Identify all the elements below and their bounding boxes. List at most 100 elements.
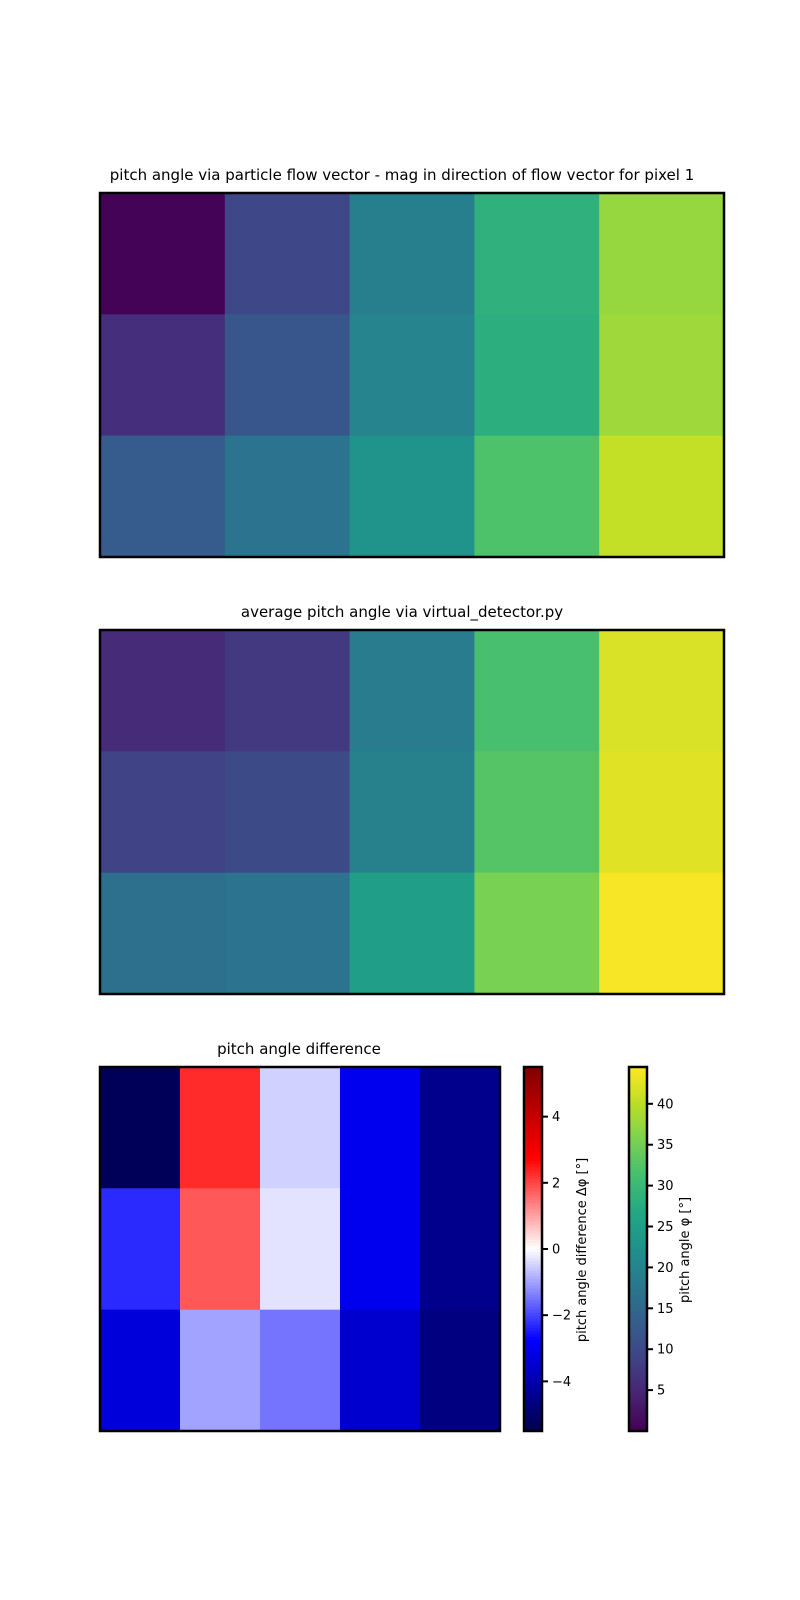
heatmap-bottom-cell-r0-c3 bbox=[340, 1067, 421, 1189]
colorbar-pitch-band bbox=[629, 1340, 647, 1344]
colorbar-pitch-band bbox=[629, 1139, 647, 1144]
colorbar-pitch-band bbox=[629, 1088, 647, 1092]
colorbar-pitch-band bbox=[629, 1142, 647, 1147]
colorbar-difference-band bbox=[524, 1424, 542, 1429]
colorbar-difference-band bbox=[524, 1400, 542, 1405]
heatmap-top-cell-r2-c1 bbox=[224, 435, 351, 558]
heatmap-bottom-cell-r0-c2 bbox=[260, 1067, 341, 1189]
colorbar-pitch-band bbox=[629, 1170, 647, 1174]
colorbar-difference-band bbox=[524, 1233, 542, 1238]
colorbar-pitch-band bbox=[629, 1079, 647, 1083]
colorbar-pitch-band bbox=[629, 1358, 647, 1362]
heatmap-top-cell-r0-c4 bbox=[599, 193, 725, 315]
colorbar-pitch-band bbox=[629, 1130, 647, 1135]
heatmap-middle-cell-r1-c3 bbox=[474, 751, 600, 874]
colorbar-difference-band bbox=[524, 1167, 542, 1171]
colorbar-pitch-band bbox=[629, 1115, 647, 1120]
colorbar-difference-band bbox=[524, 1070, 542, 1074]
colorbar-pitch-tick-label: 30 bbox=[657, 1179, 674, 1194]
colorbar-difference-band bbox=[524, 1388, 542, 1393]
colorbar-pitch-band bbox=[629, 1091, 647, 1095]
colorbar-difference-band bbox=[524, 1067, 542, 1071]
heatmap-bottom-cell-r0-c1 bbox=[180, 1067, 261, 1189]
colorbar-pitch-band bbox=[629, 1382, 647, 1386]
colorbar-pitch-band bbox=[629, 1370, 647, 1374]
colorbar-pitch-band bbox=[629, 1376, 647, 1380]
colorbar-difference-tick-label: 2 bbox=[552, 1176, 560, 1191]
colorbar-difference-tick-label: −2 bbox=[552, 1309, 571, 1324]
colorbar-pitch-band bbox=[629, 1209, 647, 1214]
colorbar-pitch-band bbox=[629, 1349, 647, 1353]
colorbar-difference-band bbox=[524, 1312, 542, 1317]
colorbar-difference-band bbox=[524, 1261, 542, 1265]
colorbar-pitch-band bbox=[629, 1179, 647, 1183]
colorbar-difference-band bbox=[524, 1121, 542, 1126]
colorbar-pitch-band bbox=[629, 1273, 647, 1277]
colorbar-difference-band bbox=[524, 1373, 542, 1377]
colorbar-difference-band bbox=[524, 1418, 542, 1423]
colorbar-difference-band bbox=[524, 1158, 542, 1162]
colorbar-difference-band bbox=[524, 1394, 542, 1399]
heatmap-bottom-cell-r0-c0 bbox=[100, 1067, 181, 1189]
colorbar-pitch-band bbox=[629, 1258, 647, 1262]
colorbar-pitch-band bbox=[629, 1321, 647, 1326]
heatmap-middle-cell-r0-c1 bbox=[224, 630, 351, 752]
colorbar-pitch-tick-label: 25 bbox=[657, 1220, 674, 1235]
colorbar-difference-tick-label: 0 bbox=[552, 1243, 560, 1258]
colorbar-difference-band bbox=[524, 1103, 542, 1107]
colorbar-difference-band bbox=[524, 1154, 542, 1159]
colorbar-difference-band bbox=[524, 1242, 542, 1247]
colorbar-pitch-tick-label: 40 bbox=[657, 1097, 674, 1112]
colorbar-difference-band bbox=[524, 1273, 542, 1277]
colorbar-difference-band bbox=[524, 1255, 542, 1259]
colorbar-pitch-band bbox=[629, 1267, 647, 1271]
colorbar-pitch-band bbox=[629, 1355, 647, 1359]
colorbar-pitch-band bbox=[629, 1255, 647, 1259]
heatmap-middle-cell-r0-c2 bbox=[349, 630, 475, 752]
colorbar-pitch: 5 10 15 20 25 30 35 40 bbox=[627, 1065, 674, 1433]
colorbar-difference-band bbox=[524, 1270, 542, 1274]
colorbar-pitch-band bbox=[629, 1327, 647, 1332]
heatmap-top-cell-r0-c2 bbox=[349, 193, 475, 315]
colorbar-difference-band bbox=[524, 1300, 542, 1305]
colorbar-pitch-band bbox=[629, 1249, 647, 1253]
colorbar-pitch-band bbox=[629, 1285, 647, 1289]
heatmap-middle-cell-r1-c0 bbox=[100, 751, 226, 874]
colorbar-difference-band bbox=[524, 1094, 542, 1098]
colorbar-pitch-tick-label: 20 bbox=[657, 1261, 674, 1276]
colorbar-pitch-band bbox=[629, 1264, 647, 1268]
colorbar-difference-band bbox=[524, 1330, 542, 1335]
colorbar-pitch-band bbox=[629, 1200, 647, 1204]
colorbar-pitch-band bbox=[629, 1161, 647, 1165]
colorbar-difference-band bbox=[524, 1288, 542, 1292]
colorbar-difference-band bbox=[524, 1346, 542, 1350]
colorbar-difference-band bbox=[524, 1415, 542, 1420]
colorbar-difference-band bbox=[524, 1139, 542, 1144]
colorbar-pitch-band bbox=[629, 1336, 647, 1341]
colorbar-difference-band bbox=[524, 1145, 542, 1150]
colorbar-pitch-band bbox=[629, 1221, 647, 1226]
heatmap-bottom-cell-r1-c4 bbox=[420, 1188, 501, 1311]
colorbar-pitch-band bbox=[629, 1136, 647, 1141]
colorbar-pitch-band bbox=[629, 1215, 647, 1220]
heatmap-middle-cell-r1-c2 bbox=[349, 751, 475, 874]
colorbar-difference-band bbox=[524, 1303, 542, 1308]
colorbar-difference-band bbox=[524, 1097, 542, 1101]
colorbar-pitch-band bbox=[629, 1294, 647, 1299]
heatmap-middle-cell-r2-c0 bbox=[100, 872, 226, 995]
colorbar-pitch-band bbox=[629, 1276, 647, 1280]
colorbar-difference-band bbox=[524, 1164, 542, 1168]
colorbar-difference-band bbox=[524, 1412, 542, 1417]
colorbar-pitch-band bbox=[629, 1385, 647, 1390]
colorbar-difference-band bbox=[524, 1352, 542, 1356]
colorbar-difference-band bbox=[524, 1197, 542, 1201]
colorbar-pitch-band bbox=[629, 1127, 647, 1132]
colorbar-pitch-band bbox=[629, 1303, 647, 1308]
colorbar-pitch-band bbox=[629, 1291, 647, 1295]
colorbar-difference-tick-label: 4 bbox=[552, 1110, 560, 1125]
colorbar-pitch-band bbox=[629, 1100, 647, 1104]
heatmap-bottom-cell-r1-c1 bbox=[180, 1188, 261, 1311]
heatmap-top-cell-r2-c4 bbox=[599, 435, 725, 558]
colorbar-pitch-band bbox=[629, 1109, 647, 1113]
colorbar-difference-band bbox=[524, 1355, 542, 1359]
